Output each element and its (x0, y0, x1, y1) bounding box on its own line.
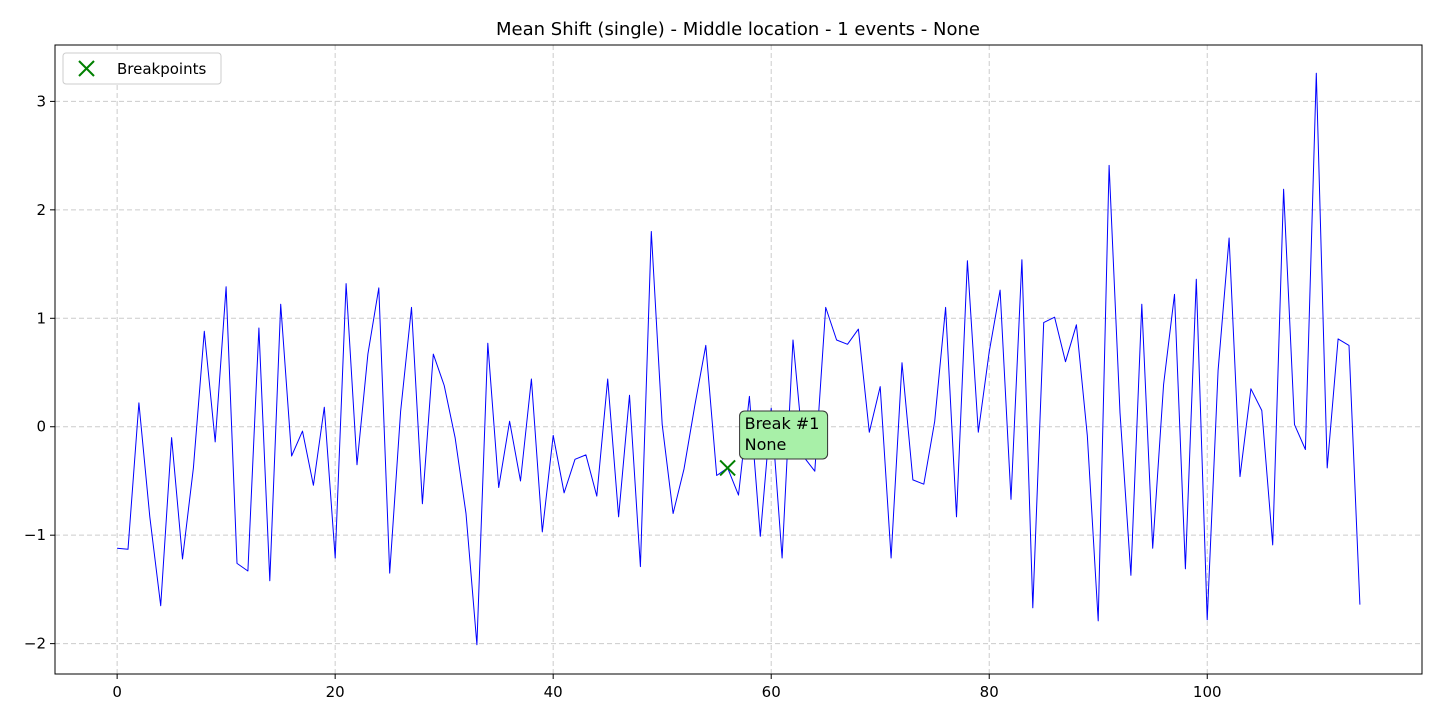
chart-title: Mean Shift (single) - Middle location - … (496, 19, 980, 40)
y-tick-label: 3 (36, 92, 46, 110)
annotation-line-2: None (745, 435, 787, 454)
annotation-layer: Break #1 None (739, 410, 829, 460)
y-tick-label: 0 (36, 418, 46, 436)
y-tick-label: 1 (36, 309, 46, 327)
x-tick-label: 20 (326, 683, 345, 701)
grid-lines (55, 45, 1422, 674)
x-tick-label: 80 (980, 683, 999, 701)
x-tick-label: 40 (544, 683, 563, 701)
x-tick-label: 60 (762, 683, 781, 701)
y-tick-label: −1 (24, 526, 46, 544)
y-tick-label: −2 (24, 635, 46, 653)
series-layer (117, 72, 1361, 646)
legend-breakpoint-marker (78, 60, 95, 77)
breakpoint-annotation: Break #1 None (739, 410, 829, 460)
annotation-line-1: Break #1 (745, 414, 820, 433)
plot-area-frame (54, 44, 1423, 675)
x-tick-label: 0 (112, 683, 122, 701)
legend: Breakpoints (62, 52, 222, 85)
x-tick-label: 100 (1193, 683, 1222, 701)
y-tick-label: 2 (36, 201, 46, 219)
annotation-box (739, 410, 829, 460)
breakpoint-layer (719, 459, 736, 477)
legend-box (62, 52, 222, 85)
legend-breakpoints-label: Breakpoints (117, 60, 206, 78)
breakpoint-marker (719, 459, 736, 477)
series-line (117, 72, 1361, 646)
axis-ticks: 0 20 40 60 80 100 −2 −1 0 1 2 3 (24, 92, 1222, 701)
